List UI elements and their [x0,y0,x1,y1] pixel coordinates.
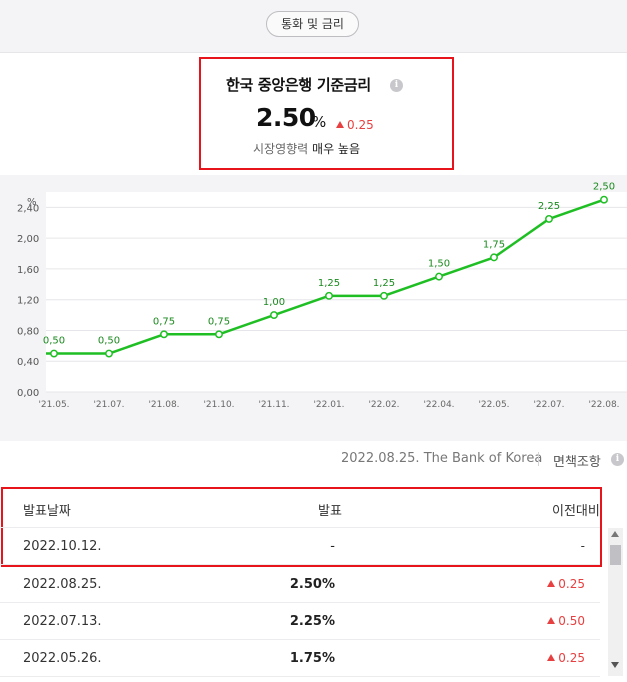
market-impact-level: 매우 높음 [312,142,361,156]
info-icon[interactable]: i [611,453,624,466]
rate-summary-highlight [199,57,454,170]
data-point [160,330,168,339]
x-tick-label: '22.01. [313,400,344,410]
rate-line-chart: % 0,00 0,40 0,80 1,20 1,60 2,00 2,40 '21.05. '21.… [17,182,627,410]
row-value: 1.75% [289,651,335,666]
data-label: 1,50 [428,259,450,270]
row-change: 0.25 [547,651,585,665]
row-change-value: 0.25 [558,577,585,591]
data-point [490,253,498,262]
row-date: 2022.08.25. [23,577,102,592]
source-text: 2022.08.25. The Bank of Korea [341,451,543,466]
table-row[interactable]: 2022.08.25. 2.50% 0.25 [0,566,600,603]
row-change-value: 0.50 [558,614,585,628]
row-change: 0.25 [547,577,585,591]
row-change: 0.50 [547,614,585,628]
table-row[interactable]: 2022.07.13. 2.25% 0.50 [0,603,600,640]
x-tick-label: '22.07. [533,400,564,410]
row-date: 2022.10.12. [23,539,102,554]
x-tick-label: '21.08. [148,400,179,410]
data-point [105,349,113,358]
rate-change-value: 0.25 [347,118,374,132]
x-tick-label: '22.05. [478,400,509,410]
x-tick-label: '21.10. [203,400,234,410]
row-value: - [330,539,335,554]
row-date: 2022.07.13. [23,614,102,629]
row-value: 2.50% [289,577,335,592]
data-point [600,195,608,204]
scrollbar-thumb[interactable] [610,545,621,565]
x-tick-label: '21.07. [93,400,124,410]
data-label: 1,25 [318,278,340,289]
rate-unit: % [312,113,327,131]
rate-value: 2.50 [256,103,316,132]
up-arrow-icon [547,580,556,587]
rate-title: 한국 중앙은행 기준금리 [226,76,371,94]
data-label: 0,75 [153,316,175,327]
row-change-value: 0.25 [558,651,585,665]
data-label: 2,50 [593,182,615,193]
data-label: 2,25 [538,201,560,212]
data-label: 0,50 [43,336,65,347]
disclaimer-link[interactable]: 면책조항 [553,455,601,470]
data-point [545,214,553,223]
y-axis-unit-label: % [27,197,37,208]
market-impact-label: 시장영향력 [253,142,309,156]
header-change: 이전대비 [552,504,600,519]
data-point [435,272,443,281]
scroll-down-arrow-icon[interactable] [611,662,619,668]
data-point [270,311,278,320]
plot-area [46,192,627,392]
divider [538,452,539,466]
table-row[interactable]: 2022.05.26. 1.75% 0.25 [0,640,600,677]
category-pill-button[interactable]: 통화 및 금리 [266,11,359,37]
x-tick-label: '22.02. [368,400,399,410]
x-tick-label: '22.04. [423,400,454,410]
data-point [50,349,58,358]
data-point [380,291,388,300]
row-date: 2022.05.26. [23,651,102,666]
y-tick-label: 1,60 [17,265,39,276]
y-tick-label: 0,40 [17,357,39,368]
data-point [325,291,333,300]
data-label: 1,25 [373,278,395,289]
top-bar: 통화 및 금리 [0,0,627,53]
info-icon[interactable]: i [390,79,403,92]
row-value: 2.25% [289,614,335,629]
up-arrow-icon [336,121,344,128]
y-tick-label: 1,20 [17,296,39,307]
y-tick-label: 2,40 [17,203,39,214]
y-tick-label: 0,00 [17,388,39,399]
data-label: 0,75 [208,316,230,327]
y-tick-label: 0,80 [17,326,39,337]
data-label: 0,50 [98,336,120,347]
up-arrow-icon [547,617,556,624]
row-change: - [580,539,585,553]
scroll-up-arrow-icon[interactable] [611,531,619,537]
table-header: 발표날짜 발표 이전대비 [0,490,600,528]
table-row[interactable]: 2022.10.12. - - [0,528,600,565]
x-tick-label: '22.08. [588,400,619,410]
data-label: 1,00 [263,297,285,308]
scrollbar-track[interactable] [608,528,623,676]
x-tick-label: '21.05. [38,400,69,410]
header-value: 발표 [318,504,342,519]
market-impact: 시장영향력 매우 높음 [253,140,360,157]
data-label: 1,75 [483,239,505,250]
x-tick-label: '21.11. [258,400,289,410]
data-point [215,330,223,339]
series-line [46,198,605,355]
y-tick-label: 2,00 [17,234,39,245]
rate-change: 0.25 [336,118,374,132]
up-arrow-icon [547,654,556,661]
header-date: 발표날짜 [23,504,71,519]
